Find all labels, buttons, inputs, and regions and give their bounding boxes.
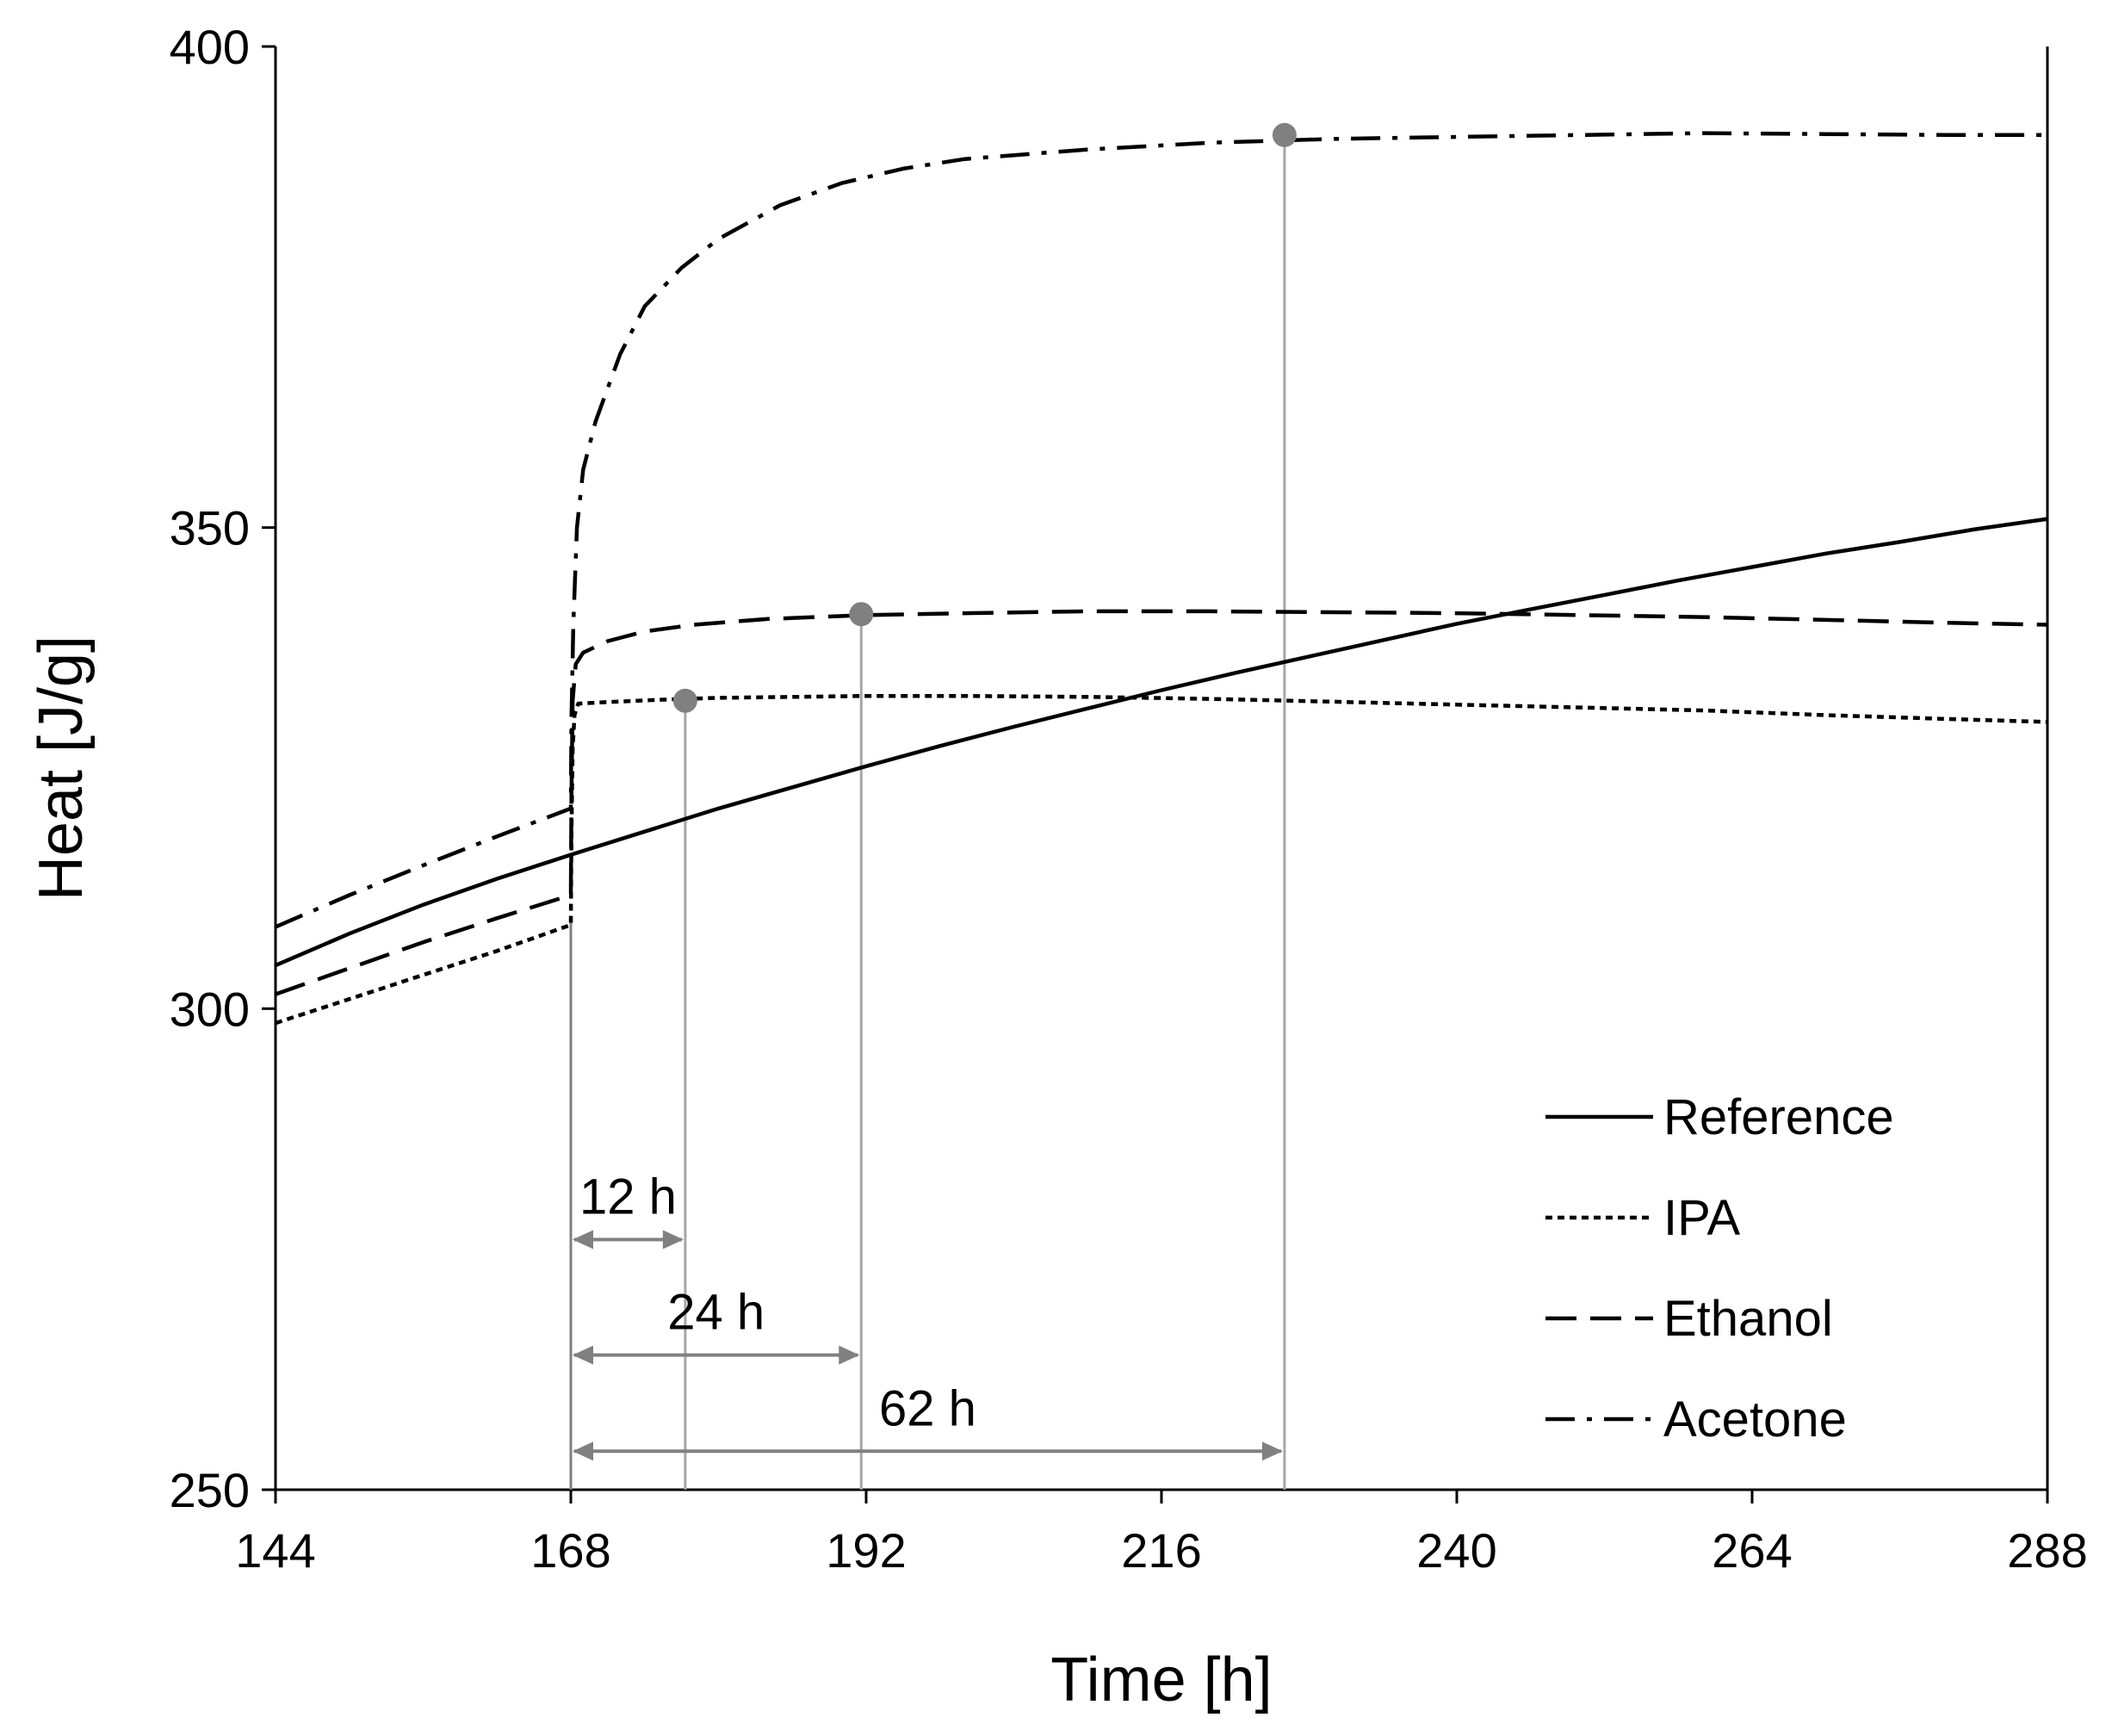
x-axis-title: Time [h]	[1050, 1646, 1272, 1714]
y-tick-label: 400	[170, 20, 250, 74]
marker-point	[672, 688, 697, 713]
y-axis-title: Heat [J/g]	[27, 636, 96, 901]
series-line-reference	[275, 517, 2048, 968]
y-tick-label: 250	[170, 1463, 250, 1517]
marker-point	[1272, 122, 1297, 147]
plot-area: 144 168 192 216 240 264 288 250 300 350 400 Time [h…	[27, 20, 2088, 1714]
series-line-ethanol	[275, 609, 2048, 996]
x-tick-label: 168	[530, 1523, 610, 1578]
y-tick-label: 300	[170, 982, 250, 1036]
y-tick-label: 350	[170, 501, 250, 555]
legend-label-acetone: Acetone	[1663, 1392, 1847, 1448]
annotation-arrowhead-left	[573, 1230, 593, 1249]
marker-point	[849, 602, 874, 627]
annotation-arrowhead-right	[1261, 1442, 1283, 1461]
annotation-label: 12 h	[579, 1169, 677, 1224]
annotation-label: 62 h	[879, 1380, 976, 1436]
x-tick-label: 216	[1121, 1523, 1201, 1578]
annotation-arrowhead-left	[573, 1442, 593, 1461]
x-tick-label: 264	[1712, 1523, 1792, 1578]
annotation-arrowhead-right	[839, 1345, 860, 1365]
x-tick-label: 192	[826, 1523, 906, 1578]
x-tick-label: 144	[235, 1523, 315, 1578]
annotation-arrowhead-right	[662, 1230, 684, 1249]
series-line-acetone	[275, 131, 2047, 929]
series-line-ipa	[275, 693, 2048, 1026]
x-tick-label: 240	[1416, 1523, 1496, 1578]
legend-label-reference: Reference	[1663, 1089, 1894, 1145]
legend-label-ipa: IPA	[1663, 1190, 1740, 1246]
annotation-label: 24 h	[667, 1285, 765, 1341]
annotation-arrowhead-left	[573, 1345, 593, 1365]
x-tick-label: 288	[2007, 1523, 2087, 1578]
legend-label-ethanol: Ethanol	[1663, 1291, 1833, 1347]
